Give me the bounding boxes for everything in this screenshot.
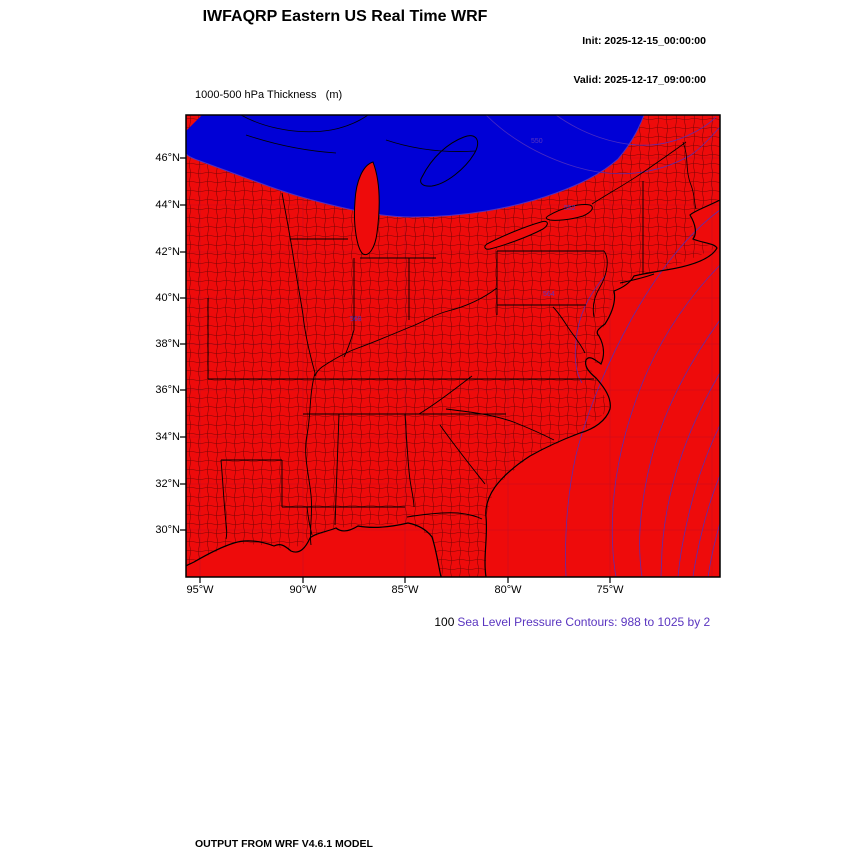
y-tick-label: 44°N: [155, 199, 180, 211]
y-tick-label: 36°N: [155, 384, 180, 396]
y-tick-label: 32°N: [155, 478, 180, 490]
gulf-coastline: [185, 522, 442, 578]
lake-erie: [484, 221, 548, 250]
lake-ontario: [545, 204, 593, 221]
init-valid-block: Init: 2025-12-15_00:00:00 Valid: 2025-12…: [530, 9, 706, 113]
y-tick-label: 42°N: [155, 246, 180, 258]
state-borders: [207, 181, 644, 546]
y-tick-label: 30°N: [155, 524, 180, 536]
legend-line-thickness-1: 1000-500 hPa Thickness (m): [195, 89, 343, 101]
contour-label: 568: [350, 316, 362, 323]
x-tick-label: 85°W: [391, 584, 419, 596]
x-tick-label: 80°W: [494, 584, 522, 596]
x-tick-label: 90°W: [289, 584, 317, 596]
valid-time: Valid: 2025-12-17_09:00:00: [573, 74, 706, 86]
x-tick-label: 75°W: [596, 584, 624, 596]
x-axis-ticks: [199, 577, 611, 583]
county-boundaries-texture: [186, 115, 720, 577]
contour-label: 564: [543, 291, 555, 298]
canada-borders-and-rivers: [240, 114, 697, 210]
long-island: [619, 273, 655, 284]
caption-prefix: 100: [434, 615, 455, 629]
model-footer: OUTPUT FROM WRF V4.6.1 MODEL WE = 310 ; …: [195, 812, 623, 850]
y-axis-ticks: [180, 157, 186, 531]
map-canvas: 550 552 564 568: [180, 114, 721, 583]
y-tick-label: 38°N: [155, 338, 180, 350]
y-tick-label: 34°N: [155, 431, 180, 443]
contour-label: 550: [531, 138, 543, 145]
map-area: 550 552 564 568: [180, 114, 721, 583]
thickness-boundary-contour: [185, 114, 645, 218]
cold-airmass-fill: [186, 115, 644, 217]
caption-text: Sea Level Pressure Contours: 988 to 1025…: [457, 615, 711, 629]
init-time: Init: 2025-12-15_00:00:00: [582, 35, 706, 47]
slp-caption: 100 Sea Level Pressure Contours: 988 to 1…: [421, 601, 710, 643]
x-tick-label: 95°W: [186, 584, 214, 596]
lake-huron: [420, 135, 479, 187]
y-tick-label: 46°N: [155, 152, 180, 164]
atlantic-coastline: [484, 199, 721, 578]
contour-label: 552: [564, 205, 576, 212]
pressure-contours: [485, 114, 721, 578]
footer-line-1: OUTPUT FROM WRF V4.6.1 MODEL: [195, 838, 373, 850]
lake-michigan: [354, 161, 380, 256]
map-frame: [185, 114, 721, 578]
y-tick-label: 40°N: [155, 292, 180, 304]
plot-title: IWFAQRP Eastern US Real Time WRF: [202, 8, 488, 25]
